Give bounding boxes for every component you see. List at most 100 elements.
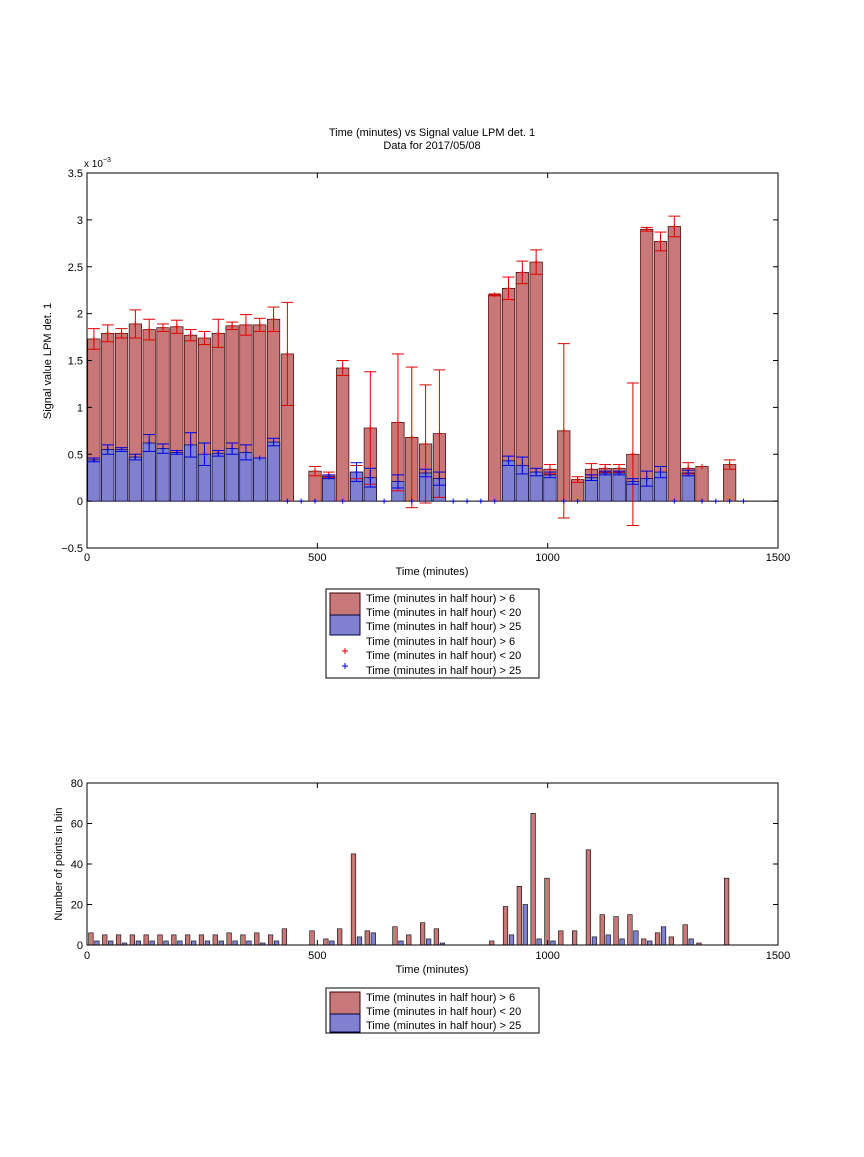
bar-series2	[501, 460, 516, 502]
bar-series2	[584, 477, 598, 502]
bar-series1	[667, 226, 681, 502]
bar-series1	[267, 934, 274, 946]
bar-series2	[218, 940, 224, 946]
bar-series2	[232, 940, 238, 946]
bar-series2	[135, 940, 141, 946]
bar-series2	[529, 471, 543, 502]
bar-series2	[681, 472, 695, 502]
chart1-exponent-base: x 10	[84, 159, 103, 170]
bar-series1	[668, 936, 674, 946]
y-tick-label: −0.5	[61, 543, 83, 555]
bar-series1	[585, 849, 592, 946]
bar-series2	[87, 459, 101, 502]
bar-series1	[185, 934, 191, 946]
bar-series2	[163, 940, 169, 946]
bar-series1	[558, 930, 564, 946]
bar-series2	[156, 448, 170, 502]
bar-series2	[598, 472, 612, 502]
bar-series2	[536, 938, 542, 946]
bar-series2	[322, 476, 336, 502]
x-tick-label: 1000	[535, 552, 559, 564]
bar-series1	[364, 930, 370, 946]
bar-series1	[695, 466, 709, 502]
chart2-ticks: 0 500 1000 1500 0 20 40 60 80	[71, 778, 790, 962]
bar-series1	[599, 914, 605, 946]
y-tick-label: 0	[77, 940, 83, 952]
bar-series2	[591, 936, 598, 946]
bar-series2	[543, 474, 557, 502]
bar-series1	[392, 926, 398, 946]
legend-entry: Time (minutes in half hour) > 25	[366, 1020, 521, 1032]
y-tick-label: 20	[71, 900, 83, 912]
bar-series2	[647, 940, 653, 946]
bar-series1	[350, 853, 357, 946]
y-tick-label: 40	[71, 859, 83, 871]
legend-swatch-series1	[329, 991, 361, 1015]
bar-series2	[273, 940, 280, 946]
chart1-title: Time (minutes) vs Signal value LPM det. …	[329, 127, 535, 139]
x-tick-label: 1000	[535, 950, 559, 962]
bar-series2	[329, 940, 335, 946]
bar-series2	[149, 940, 155, 946]
y-tick-label: 1	[77, 402, 83, 414]
bar-series1	[88, 932, 94, 946]
bar-series1	[102, 934, 108, 946]
bar-series2	[633, 930, 639, 946]
bar-series1	[323, 938, 329, 946]
bar-series2	[370, 932, 376, 946]
bar-series1	[281, 928, 287, 946]
bar-series1	[627, 914, 633, 946]
x-tick-label: 0	[84, 950, 90, 962]
bar-series1	[254, 932, 260, 946]
bar-series2	[612, 472, 626, 502]
bar-series2	[508, 934, 515, 946]
bar-series2	[211, 452, 225, 502]
bar-series2	[619, 938, 625, 946]
y-tick-label: 60	[71, 819, 83, 831]
bar-series1	[115, 934, 122, 946]
bar-series1	[419, 922, 426, 946]
legend-entry: Time (minutes in half hour) > 6	[366, 636, 515, 648]
y-tick-label: 80	[71, 778, 83, 790]
bar-series1	[641, 938, 647, 946]
bar-series1	[572, 930, 578, 946]
bar-series1	[212, 934, 218, 946]
bar-series1	[530, 813, 536, 946]
bar-series1	[433, 928, 440, 946]
bar-series1	[682, 924, 688, 946]
x-tick-label: 1500	[766, 950, 790, 962]
bar-series1	[544, 877, 550, 946]
chart1-plot	[87, 215, 778, 526]
bar-series2	[550, 940, 556, 946]
legend-swatch-series2	[329, 614, 361, 636]
x-tick-label: 500	[308, 552, 326, 564]
bar-series1	[516, 885, 522, 946]
bar-series2	[225, 448, 239, 502]
chart1-legend: Time (minutes in half hour) > 6 Time (min…	[325, 588, 540, 679]
bar-series1	[723, 464, 737, 502]
bar-series1	[337, 928, 343, 946]
y-tick-label: 0.5	[68, 449, 83, 461]
bar-series1	[336, 367, 350, 502]
bar-series2	[204, 940, 211, 946]
y-tick-label: 2.5	[68, 262, 83, 274]
legend-entry: Time (minutes in half hour) > 6	[366, 992, 515, 1004]
bar-series2	[660, 926, 667, 946]
bar-series2	[128, 456, 142, 502]
bar-series1	[157, 934, 163, 946]
bar-series1	[640, 228, 654, 502]
legend-entry: Time (minutes in half hour) < 20	[366, 650, 521, 662]
x-tick-label: 1500	[766, 552, 790, 564]
chart2-legend: Time (minutes in half hour) > 6 Time (min…	[325, 987, 540, 1034]
legend-box	[325, 987, 540, 1034]
bar-series2	[170, 452, 184, 502]
bar-series1	[309, 930, 315, 946]
bar-series2	[605, 934, 611, 946]
legend-entry: Time (minutes in half hour) > 25	[366, 621, 521, 633]
chart1-exponent-power: −3	[103, 157, 111, 164]
bar-series2	[356, 936, 363, 946]
bar-series1	[489, 940, 495, 946]
bar-series2	[398, 940, 404, 946]
y-tick-label: 3.5	[68, 168, 83, 180]
